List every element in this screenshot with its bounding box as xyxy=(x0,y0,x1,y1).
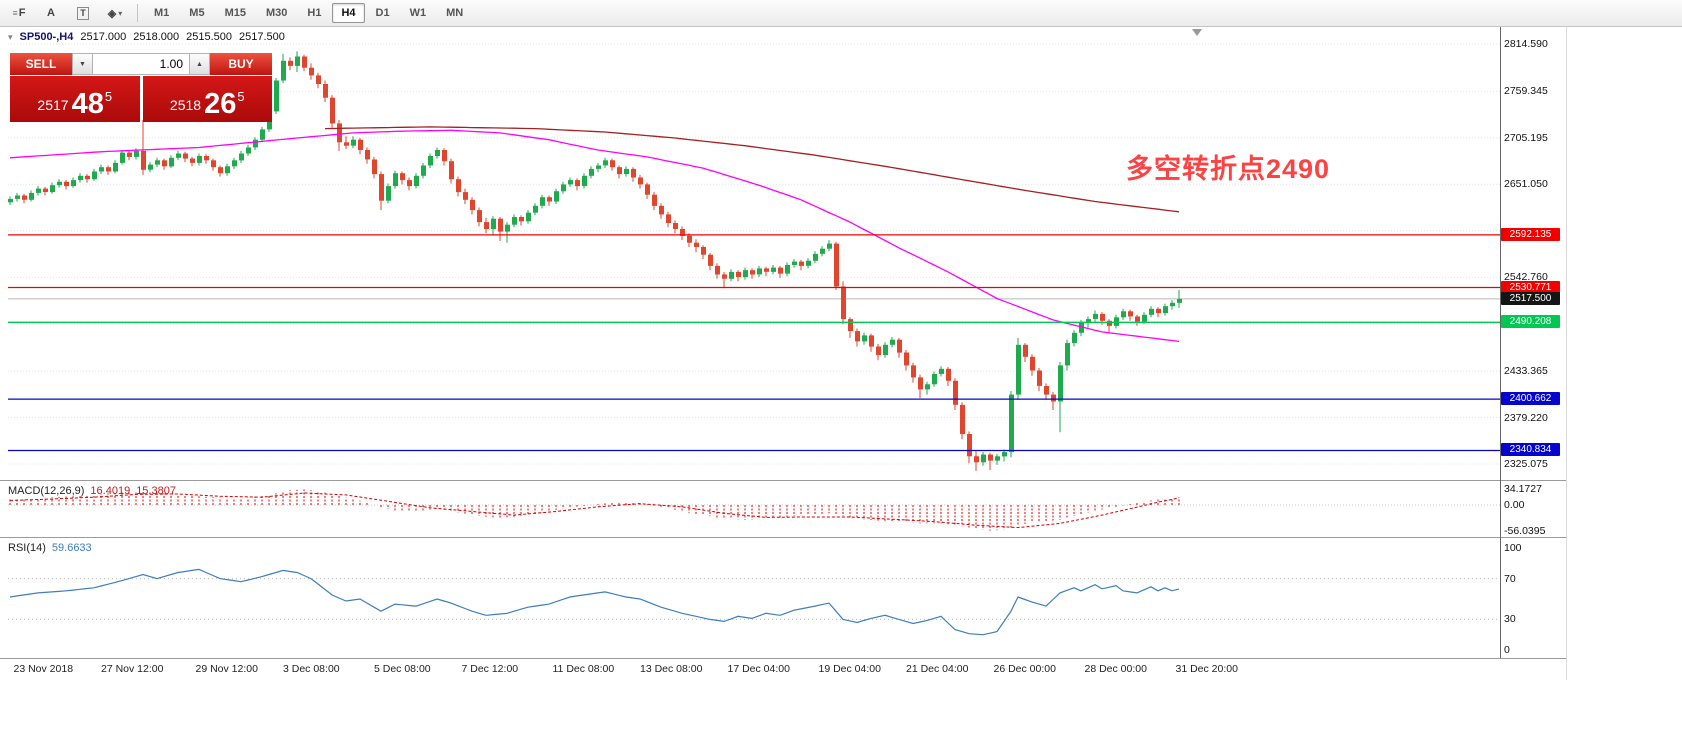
panel-divider[interactable] xyxy=(0,480,1567,481)
shapes-dropdown-icon[interactable]: ◈ ▾ xyxy=(107,7,123,20)
one-click-trading-panel: SELL ▼ 1.00 ▲ BUY 2517 48 5 2518 26 5 xyxy=(10,53,272,122)
macd-signal-value: 15.3807 xyxy=(136,485,176,497)
timeframe-button-d1[interactable]: D1 xyxy=(375,7,390,19)
close-value: 2517.500 xyxy=(239,31,285,43)
timeframe-button-mn[interactable]: MN xyxy=(446,7,464,19)
timeframe-group: M1 M5 M15 M30 H1 H4 D1 W1 MN xyxy=(144,3,473,23)
window-edge xyxy=(1566,27,1567,680)
time-axis-label: 26 Dec 00:00 xyxy=(993,663,1056,675)
toolbar: ≡ F A T ◈ ▾ M1 M5 M15 M30 H1 H4 D1 W1 MN xyxy=(0,0,1682,27)
sell-price-display[interactable]: 2517 48 5 xyxy=(10,76,140,122)
time-axis-label: 29 Nov 12:00 xyxy=(195,663,258,675)
macd-label: MACD(12,26,9) 16.4019 15.3807 xyxy=(8,485,176,497)
macd-histogram xyxy=(9,489,1180,531)
fibonacci-retracement-icon[interactable]: ≡ F xyxy=(12,7,26,19)
timeframe-button-h4[interactable]: H4 xyxy=(332,3,365,23)
time-axis[interactable]: 23 Nov 2018 27 Nov 12:00 29 Nov 12:00 3 Dec… xyxy=(0,0,1567,730)
macd-signal-line xyxy=(9,492,1180,529)
sell-price-int: 2517 xyxy=(37,97,69,113)
sell-price-frac: 48 xyxy=(71,88,104,120)
time-axis-label: 13 Dec 08:00 xyxy=(640,663,703,675)
one-click-collapse-icon[interactable]: ▾ xyxy=(8,31,13,42)
timeframe-button-m1[interactable]: M1 xyxy=(154,7,170,19)
time-axis-label: 11 Dec 08:00 xyxy=(552,663,615,675)
time-axis-label: 23 Nov 2018 xyxy=(13,663,74,675)
timeframe-button-h1[interactable]: H1 xyxy=(307,7,322,19)
buy-price-frac: 26 xyxy=(204,88,237,120)
toolbar-separator xyxy=(137,4,138,22)
buy-button[interactable]: BUY xyxy=(210,53,272,75)
panel-divider[interactable] xyxy=(0,658,1567,659)
ma-slow-line xyxy=(324,126,1180,213)
high-value: 2518.000 xyxy=(133,31,180,43)
drawing-tools-group: ≡ F A T ◈ ▾ xyxy=(3,2,131,25)
chinese-annotation: 多空转折点2490 xyxy=(1126,154,1331,184)
text-label-icon[interactable]: A xyxy=(47,7,55,19)
timeframe-button-m30[interactable]: M30 xyxy=(265,7,288,19)
price-chart-canvas[interactable] xyxy=(0,27,1500,480)
price-axis-border xyxy=(1500,27,1501,658)
sell-price-sup: 5 xyxy=(104,89,113,104)
time-axis-label: 5 Dec 08:00 xyxy=(374,663,431,675)
buy-price-int: 2518 xyxy=(169,97,202,113)
timeframe-button-m5[interactable]: M5 xyxy=(189,7,205,19)
time-axis-label: 31 Dec 20:00 xyxy=(1175,663,1238,675)
buy-price-sup: 5 xyxy=(237,89,245,104)
sell-button[interactable]: SELL xyxy=(10,53,72,75)
time-axis-label: 17 Dec 04:00 xyxy=(727,663,790,675)
macd-main-value: 16.4019 xyxy=(90,485,131,497)
panel-divider[interactable] xyxy=(0,537,1567,538)
open-value: 2517.000 xyxy=(80,31,127,43)
timeframe-button-w1[interactable]: W1 xyxy=(409,7,427,19)
chart-header: ▾ SP500-,H4 2517.000 2518.000 2515.500 2… xyxy=(8,31,285,43)
time-axis-label: 28 Dec 00:00 xyxy=(1084,663,1147,675)
symbol-period-label: SP500-,H4 xyxy=(19,31,74,43)
rsi-value: 59.6633 xyxy=(51,542,92,554)
time-axis-label: 7 Dec 12:00 xyxy=(461,663,519,675)
rsi-label: RSI(14) 59.6633 xyxy=(8,542,92,554)
time-axis-label: 3 Dec 08:00 xyxy=(283,663,340,675)
text-box-icon[interactable]: T xyxy=(68,2,98,25)
rsi-name: RSI(14) xyxy=(8,542,46,554)
time-axis-label: 21 Dec 04:00 xyxy=(906,663,969,675)
low-value: 2515.500 xyxy=(186,31,233,43)
macd-panel-canvas[interactable] xyxy=(0,481,1500,537)
rsi-panel-canvas[interactable] xyxy=(0,538,1500,658)
volume-increase-button[interactable]: ▲ xyxy=(189,53,210,75)
time-axis-label: 19 Dec 04:00 xyxy=(818,663,881,675)
buy-price-display[interactable]: 2518 26 5 xyxy=(142,76,272,122)
up-arrow-icon: ▲ xyxy=(196,60,203,68)
candlesticks xyxy=(8,51,1182,471)
volume-decrease-button[interactable]: ▼ xyxy=(72,53,93,75)
volume-input[interactable]: 1.00 xyxy=(93,53,189,75)
time-axis-label: 27 Nov 12:00 xyxy=(101,663,164,675)
ma-fast-line xyxy=(9,129,1180,343)
chart-shift-marker-icon xyxy=(1192,29,1202,36)
timeframe-button-m15[interactable]: M15 xyxy=(224,7,246,19)
macd-name: MACD(12,26,9) xyxy=(8,485,85,497)
down-arrow-icon: ▼ xyxy=(79,60,86,68)
rsi-line xyxy=(9,568,1180,636)
